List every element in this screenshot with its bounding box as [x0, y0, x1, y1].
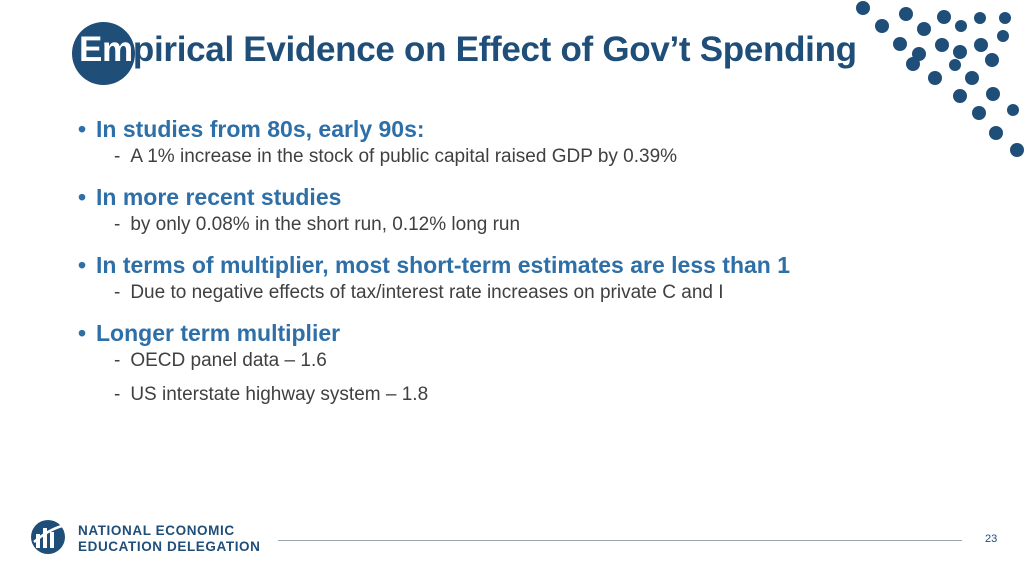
- bullet-2: • In more recent studies: [78, 184, 342, 210]
- slide-title-prefix: Em: [79, 30, 133, 69]
- slide-title: Empirical Evidence on Effect of Gov’t Sp…: [79, 30, 857, 70]
- footer-divider: [278, 540, 962, 541]
- bullet-4-sub-2-text: US interstate highway system – 1.8: [130, 384, 429, 405]
- org-name-line2: EDUCATION DELEGATION: [78, 539, 261, 554]
- bullet-4-sub-1-text: OECD panel data – 1.6: [130, 350, 327, 371]
- bullet-4-sub-1: - OECD panel data – 1.6: [78, 348, 958, 374]
- bullet-4-text: Longer term multiplier: [96, 320, 341, 346]
- bullet-1: • In studies from 80s, early 90s:: [78, 116, 425, 142]
- page-number: 23: [985, 533, 998, 545]
- bullet-2-sub-1-text: by only 0.08% in the short run, 0.12% lo…: [130, 214, 521, 235]
- org-name-line1: NATIONAL ECONOMIC: [78, 523, 235, 538]
- slide-title-rest: pirical Evidence on Effect of Gov’t Spen…: [132, 30, 857, 69]
- bullet-4-sub-2: - US interstate highway system – 1.8: [78, 382, 958, 408]
- bullet-list: • In studies from 80s, early 90s: -A 1% i…: [78, 114, 958, 408]
- bullet-1-sub-1-text: A 1% increase in the stock of public cap…: [130, 146, 678, 167]
- org-name: NATIONAL ECONOMIC EDUCATION DELEGATION: [78, 523, 261, 555]
- bullet-1-sub-1: -A 1% increase in the stock of public ca…: [78, 144, 958, 170]
- bullet-3-text: In terms of multiplier, most short-term …: [96, 252, 791, 278]
- bullet-3: • In terms of multiplier, most short-term…: [78, 252, 791, 278]
- globe-logo-icon: [31, 520, 65, 554]
- bullet-2-sub-1: - by only 0.08% in the short run, 0.12% l…: [78, 212, 958, 238]
- title-accent-circle: [72, 22, 135, 85]
- bullet-4: • Longer term multiplier: [78, 320, 341, 346]
- bullet-3-sub-1-text: Due to negative effects of tax/interest …: [130, 282, 724, 303]
- bullet-3-sub-1: - Due to negative effects of tax/interest…: [78, 280, 958, 306]
- bullet-2-text: In more recent studies: [96, 184, 342, 210]
- bullet-1-text: In studies from 80s, early 90s:: [96, 116, 425, 142]
